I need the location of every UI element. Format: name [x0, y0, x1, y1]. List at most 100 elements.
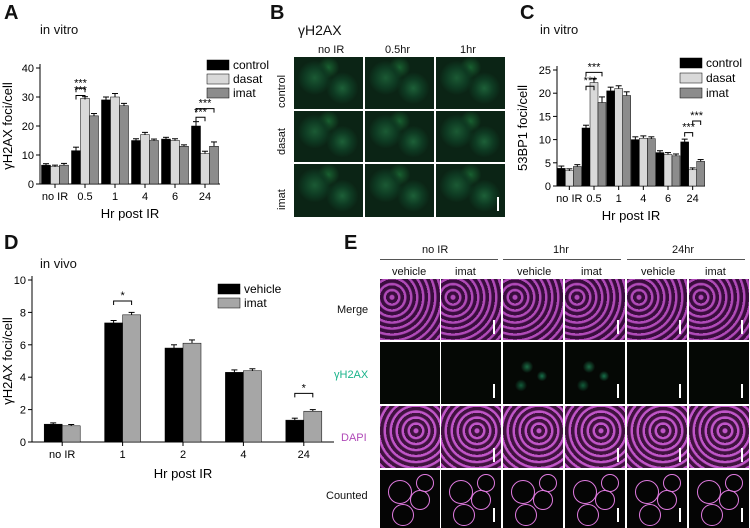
x-tick-label: 0.5: [77, 191, 92, 203]
significance-bracket: [585, 71, 603, 77]
panel-e-subcol-5: imat: [705, 266, 726, 278]
micro-e-counted-5: [689, 470, 749, 528]
legend-label: dasat: [233, 72, 263, 86]
scale-bar: [493, 384, 495, 398]
micro-b-control-1hr: [436, 57, 505, 109]
group-line-noir: [380, 259, 498, 260]
x-tick-label: 24: [687, 193, 699, 205]
legend-label: imat: [244, 296, 267, 310]
bar-vehicle: [225, 372, 244, 443]
micro-e-counted-0: [380, 470, 440, 528]
scale-bar: [617, 320, 619, 334]
panel-e-row-dapi: DAPI: [341, 432, 367, 444]
x-tick-label: no IR: [42, 191, 68, 203]
x-tick-label: 2: [180, 449, 186, 461]
panel-b-letter: B: [270, 2, 285, 24]
panel-e-group-1hr: 1hr: [553, 244, 569, 256]
counted-cell-outline: [639, 504, 661, 526]
panel-e-letter: E: [344, 232, 358, 254]
y-tick-label: 0: [28, 179, 34, 191]
legend-label: control: [706, 56, 742, 70]
legend-swatch: [679, 72, 703, 84]
counted-cell-outline: [449, 480, 473, 504]
y-tick-label: 20: [22, 121, 34, 133]
counted-cell-outline: [511, 480, 535, 504]
counted-cell-outline: [719, 490, 739, 510]
significance-label: ***: [74, 77, 88, 89]
bar-imat: [647, 138, 656, 187]
micro-e-dapi-1: [441, 406, 501, 468]
significance-label: ***: [588, 61, 602, 73]
scale-bar: [493, 448, 495, 462]
bar-dasat: [688, 169, 697, 187]
x-tick-label: 1: [616, 193, 622, 205]
micro-e-h2ax-4: [627, 342, 687, 404]
significance-label: *: [120, 290, 125, 302]
x-tick-label: 6: [172, 191, 178, 203]
legend-label: vehicle: [244, 282, 282, 296]
bar-dasat: [140, 134, 150, 185]
significance-bracket: [75, 87, 86, 93]
micro-b-imat-noir: [294, 164, 363, 217]
bar-control: [101, 99, 111, 185]
x-axis-label: Hr post IR: [101, 206, 160, 221]
counted-cell-outline: [410, 490, 430, 510]
micro-e-h2ax-1: [441, 342, 501, 404]
legend-label: imat: [233, 86, 256, 100]
micro-b-control-noir: [294, 57, 363, 109]
micro-e-h2ax-2: [503, 342, 563, 404]
panel-c-letter: C: [520, 2, 535, 24]
micro-e-dapi-3: [565, 406, 625, 468]
bar-dasat: [170, 140, 180, 185]
group-line-24hr: [627, 259, 745, 260]
micro-e-counted-1: [441, 470, 501, 528]
bar-imat: [671, 155, 681, 187]
counted-cell-outline: [573, 480, 597, 504]
legend-swatch: [679, 57, 703, 69]
bar-imat: [243, 370, 262, 443]
panel-b-col-label-0: no IR: [318, 44, 345, 56]
scale-bar: [741, 448, 743, 462]
significance-label: ***: [682, 122, 696, 134]
counted-cell-outline: [635, 480, 659, 504]
panel-b-title: γH2AX: [298, 22, 342, 38]
panel-e-group-noir: no IR: [422, 244, 449, 256]
panel-a-letter: A: [4, 2, 19, 24]
panel-a-note: in vitro: [40, 22, 79, 37]
counted-cell-outline: [477, 474, 495, 492]
micro-e-merge-5: [689, 279, 749, 340]
panel-b-col-label-1: 0.5hr: [385, 44, 411, 56]
micro-e-merge-2: [503, 279, 563, 340]
bar-control: [680, 141, 689, 187]
significance-bracket: [113, 300, 133, 306]
bar-imat: [149, 140, 159, 185]
bar-vehicle: [164, 347, 184, 443]
legend-swatch: [217, 283, 241, 295]
counted-cell-outline: [515, 504, 537, 526]
y-tick-label: 15: [539, 111, 551, 123]
legend-label: imat: [706, 86, 729, 100]
bar-imat: [597, 102, 607, 187]
micro-b-dasat-1hr: [436, 111, 505, 162]
y-tick-label: 4: [20, 372, 26, 384]
significance-bracket: [294, 392, 314, 398]
x-tick-label: no IR: [49, 449, 75, 461]
chart-a: 0 10 20 30 40 no IR 0.5 1 4 6 24 Hr post IR γH2AX fo…: [0, 58, 269, 221]
bar-dasat: [50, 166, 60, 185]
group-line-1hr: [503, 259, 621, 260]
x-tick-label: 4: [640, 193, 646, 205]
y-axis-label: γH2AX foci/cell: [0, 317, 15, 405]
significance-bracket: [692, 120, 702, 126]
x-tick-label: 4: [142, 191, 148, 203]
x-tick-label: 0.5: [586, 193, 601, 205]
bar-dasat: [663, 154, 673, 187]
y-axis-label: 53BP1 foci/cell: [515, 85, 530, 171]
significance-bracket: [75, 95, 86, 100]
micro-b-dasat-noir: [294, 111, 363, 162]
y-axis-label: γH2AX foci/cell: [0, 82, 15, 170]
y-tick-label: 20: [539, 88, 551, 100]
micro-e-merge-3: [565, 279, 625, 340]
micro-e-counted-4: [627, 470, 687, 528]
significance-bracket: [684, 132, 694, 137]
